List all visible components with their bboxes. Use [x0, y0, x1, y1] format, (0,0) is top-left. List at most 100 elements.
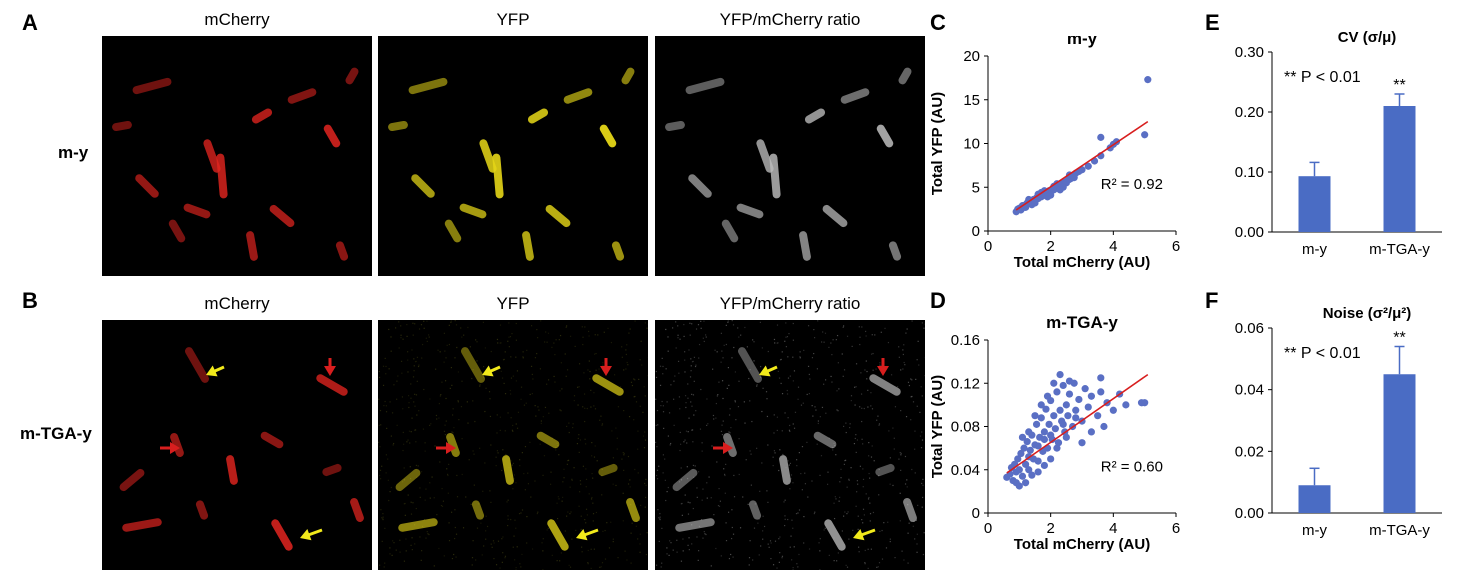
data-point [1043, 193, 1052, 201]
cell [350, 498, 364, 522]
data-point [1097, 374, 1105, 382]
y-tick-label: 0.20 [1235, 104, 1264, 121]
data-point [1065, 377, 1074, 385]
cell [260, 431, 284, 449]
cell [536, 431, 560, 449]
data-point [1056, 186, 1064, 194]
cell [185, 347, 209, 383]
cell [547, 519, 569, 551]
category-label: m-TGA-y [1369, 522, 1430, 539]
arrow-yellow-head [482, 365, 494, 377]
data-point [1072, 414, 1080, 422]
arrow-yellow-head [759, 365, 771, 377]
col-label-ratio-bottom: YFP/mCherry ratio [719, 294, 861, 313]
data-point [1062, 433, 1070, 441]
cell [723, 433, 737, 457]
cell [824, 519, 846, 551]
cell [269, 204, 295, 228]
cell [688, 174, 712, 198]
cell [665, 120, 685, 132]
data-point [1062, 401, 1070, 409]
bar [1298, 485, 1331, 513]
cell [502, 455, 514, 485]
data-point [1045, 420, 1053, 428]
data-point [1043, 392, 1052, 400]
panel-letter-d: D [930, 288, 946, 313]
arrow-red-head [446, 442, 456, 454]
y-tick-label: 0.08 [951, 419, 980, 436]
y-tick-label: 0.10 [1235, 164, 1264, 181]
arrow-red-head [170, 442, 180, 454]
cell [721, 219, 739, 243]
cell [135, 174, 159, 198]
cell [471, 500, 485, 520]
cell [769, 153, 781, 199]
cell [492, 153, 504, 199]
cell [840, 88, 870, 104]
cell [122, 518, 162, 532]
cell [411, 174, 435, 198]
cell [599, 124, 617, 148]
cell [813, 431, 837, 449]
data-point [1097, 133, 1105, 141]
chart-title: Noise (σ²/μ²) [1323, 305, 1412, 322]
image-my-yfp [378, 36, 648, 276]
cell [388, 120, 408, 132]
data-point [1022, 460, 1030, 468]
cell [527, 108, 549, 124]
data-point [1141, 131, 1149, 139]
y-tick-label: 0 [972, 223, 980, 240]
data-point [1031, 412, 1039, 420]
y-tick-label: 0.16 [951, 332, 980, 349]
data-point [1025, 466, 1033, 474]
cell [395, 468, 421, 492]
cell [323, 124, 341, 148]
fit-line [1006, 373, 1149, 474]
cell [598, 463, 618, 477]
y-tick-label: 5 [972, 179, 980, 196]
data-point [1081, 385, 1089, 393]
y-tick-label: 0.30 [1235, 44, 1264, 61]
cell [685, 77, 725, 95]
y-tick-label: 0.06 [1235, 320, 1264, 337]
x-tick-label: 2 [1046, 520, 1054, 537]
data-point [1050, 412, 1058, 420]
cell [869, 374, 901, 396]
data-point [1034, 468, 1042, 476]
data-point [1012, 479, 1020, 487]
x-axis-label: Total mCherry (AU) [1014, 536, 1150, 553]
panel-letter-f: F [1205, 288, 1219, 313]
chart-title: m-TGA-y [1046, 313, 1118, 332]
r-squared-label: R² = 0.60 [1101, 458, 1163, 475]
image-my-ratio [655, 36, 925, 276]
x-tick-label: 4 [1109, 520, 1117, 537]
y-tick-label: 0.12 [951, 375, 980, 392]
cell [112, 120, 132, 132]
image-tga-mcherry [102, 320, 372, 570]
data-point [1056, 371, 1064, 379]
cell [737, 347, 762, 383]
col-label-yfp-bottom: YFP [496, 294, 530, 313]
image-tga-yfp [378, 320, 648, 570]
data-point [1122, 401, 1130, 409]
cell [251, 108, 273, 124]
x-tick-label: 0 [984, 520, 992, 537]
arrow-yellow-head [300, 528, 312, 541]
cell [203, 139, 221, 173]
data-point [1075, 395, 1083, 404]
cell [672, 468, 698, 492]
arrow-red-head [324, 366, 336, 376]
cell [545, 204, 571, 228]
image-tga-ratio [655, 320, 925, 570]
data-point [1034, 442, 1042, 450]
x-tick-label: 6 [1172, 520, 1180, 537]
arrow-yellow-head [853, 528, 865, 541]
cell [183, 203, 211, 219]
col-label-mcherry-top: mCherry [204, 10, 270, 29]
chart-title: m-y [1067, 36, 1098, 48]
category-label: m-TGA-y [1369, 241, 1430, 258]
data-point [1065, 390, 1074, 398]
significance-marker: ** [1393, 77, 1405, 94]
image-my-mcherry [102, 36, 372, 276]
cell [322, 463, 342, 477]
